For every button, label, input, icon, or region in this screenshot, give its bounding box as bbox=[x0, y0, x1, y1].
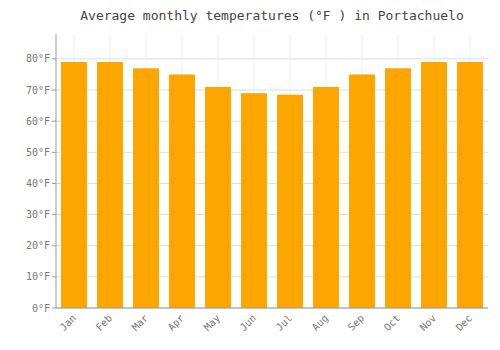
x-tick-label: Nov bbox=[418, 312, 439, 333]
x-tick-label: Sep bbox=[346, 312, 367, 333]
bar bbox=[205, 87, 231, 308]
y-tick bbox=[52, 90, 56, 91]
y-tick bbox=[52, 308, 56, 309]
x-axis-line bbox=[56, 308, 488, 309]
y-tick bbox=[52, 245, 56, 246]
y-tick-label: 30°F bbox=[26, 209, 50, 220]
x-tick-label: Feb bbox=[94, 312, 115, 333]
y-tick-label: 80°F bbox=[26, 53, 50, 64]
x-tick-label: May bbox=[202, 312, 223, 333]
bar bbox=[169, 74, 195, 308]
bar bbox=[133, 68, 159, 308]
bar bbox=[277, 95, 303, 308]
y-tick bbox=[52, 183, 56, 184]
x-tick-label: Oct bbox=[382, 312, 403, 333]
bar bbox=[385, 68, 411, 308]
y-tick-label: 40°F bbox=[26, 178, 50, 189]
y-grid-line bbox=[56, 308, 488, 309]
y-tick bbox=[52, 214, 56, 215]
x-tick-label: Mar bbox=[130, 312, 151, 333]
bar bbox=[457, 62, 483, 308]
x-tick-label: Jan bbox=[58, 312, 79, 333]
grid bbox=[56, 34, 488, 308]
title: Average monthly temperatures (°F ) in Po… bbox=[80, 8, 464, 23]
y-axis-line bbox=[56, 34, 57, 308]
y-tick-label: 20°F bbox=[26, 240, 50, 251]
chart: Average monthly temperatures (°F ) in Po… bbox=[0, 0, 500, 350]
y-tick bbox=[52, 276, 56, 277]
y-tick-label: 70°F bbox=[26, 85, 50, 96]
bar bbox=[313, 87, 339, 308]
y-tick bbox=[52, 121, 56, 122]
x-tick-label: Apr bbox=[166, 312, 187, 333]
bar bbox=[349, 74, 375, 308]
x-tick-label: Jun bbox=[238, 312, 259, 333]
y-tick-label: 60°F bbox=[26, 116, 50, 127]
x-tick-label: Jul bbox=[274, 312, 295, 333]
y-tick-label: 50°F bbox=[26, 147, 50, 158]
bar bbox=[421, 62, 447, 308]
x-tick-label: Dec bbox=[454, 312, 475, 333]
y-tick bbox=[52, 58, 56, 59]
x-tick-label: Aug bbox=[310, 312, 331, 333]
y-tick-label: 10°F bbox=[26, 271, 50, 282]
bars bbox=[61, 62, 483, 308]
y-grid-line bbox=[56, 58, 488, 59]
bar bbox=[241, 93, 267, 308]
y-tick-label: 0°F bbox=[32, 303, 50, 314]
bar bbox=[61, 62, 87, 308]
bar bbox=[97, 62, 123, 308]
y-tick bbox=[52, 152, 56, 153]
